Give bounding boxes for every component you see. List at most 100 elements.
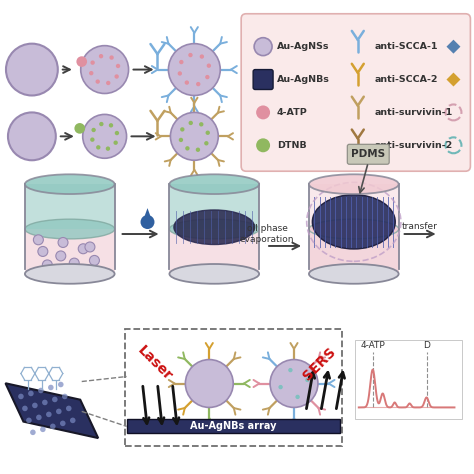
Text: anti-survivin-2: anti-survivin-2 (375, 141, 453, 150)
Polygon shape (447, 73, 460, 87)
Circle shape (40, 427, 46, 432)
Polygon shape (309, 184, 399, 274)
Circle shape (28, 391, 34, 396)
Circle shape (109, 55, 114, 60)
Ellipse shape (309, 264, 399, 284)
Circle shape (305, 378, 310, 382)
Circle shape (171, 112, 218, 160)
Circle shape (26, 418, 32, 423)
Ellipse shape (25, 219, 115, 239)
Circle shape (56, 409, 62, 414)
Circle shape (189, 121, 193, 125)
Ellipse shape (25, 174, 115, 194)
Circle shape (288, 368, 292, 372)
Circle shape (256, 138, 270, 152)
Circle shape (188, 53, 192, 57)
Text: anti-SCCA-2: anti-SCCA-2 (375, 75, 438, 84)
Circle shape (113, 140, 118, 145)
Circle shape (33, 235, 43, 245)
Polygon shape (169, 184, 259, 229)
Circle shape (60, 420, 65, 426)
Circle shape (96, 79, 100, 84)
Circle shape (22, 406, 27, 411)
Circle shape (179, 138, 183, 142)
Polygon shape (6, 383, 98, 438)
Circle shape (270, 360, 318, 408)
Circle shape (81, 46, 128, 93)
Circle shape (62, 394, 68, 399)
FancyBboxPatch shape (127, 419, 340, 433)
Circle shape (50, 424, 55, 429)
Text: 4-ATP: 4-ATP (360, 341, 385, 350)
Polygon shape (447, 40, 460, 54)
Text: transfer: transfer (401, 221, 438, 230)
Circle shape (85, 242, 95, 252)
Circle shape (179, 60, 183, 64)
Text: PDMS: PDMS (351, 149, 385, 159)
Circle shape (58, 382, 64, 387)
Polygon shape (309, 229, 399, 274)
Circle shape (90, 137, 94, 142)
Circle shape (96, 145, 100, 150)
FancyBboxPatch shape (253, 70, 273, 90)
Circle shape (109, 123, 113, 128)
Ellipse shape (169, 219, 259, 239)
Text: SERS: SERS (300, 345, 338, 383)
Circle shape (56, 251, 66, 261)
Ellipse shape (309, 174, 399, 194)
FancyBboxPatch shape (241, 14, 470, 171)
Circle shape (295, 395, 300, 399)
Text: Laser: Laser (134, 344, 174, 384)
Circle shape (185, 81, 189, 85)
Circle shape (52, 397, 58, 402)
Circle shape (8, 112, 56, 160)
Circle shape (204, 141, 209, 146)
Circle shape (66, 406, 72, 411)
Ellipse shape (312, 195, 395, 249)
Ellipse shape (174, 210, 255, 245)
Polygon shape (25, 229, 115, 274)
Circle shape (199, 122, 203, 127)
Circle shape (91, 61, 95, 65)
Text: DTNB: DTNB (277, 141, 307, 150)
Circle shape (114, 74, 119, 79)
Circle shape (42, 260, 52, 270)
Text: D: D (423, 341, 430, 350)
Circle shape (30, 429, 36, 435)
Circle shape (178, 71, 182, 76)
Circle shape (69, 258, 79, 268)
FancyBboxPatch shape (347, 144, 389, 164)
Circle shape (38, 246, 48, 256)
Circle shape (6, 44, 58, 95)
Circle shape (58, 237, 68, 247)
Circle shape (207, 64, 211, 68)
Ellipse shape (25, 264, 115, 284)
Circle shape (256, 105, 270, 119)
Circle shape (99, 54, 103, 58)
Circle shape (70, 418, 75, 423)
Text: Au-AgNSs: Au-AgNSs (277, 42, 329, 51)
Text: Au-AgNBs: Au-AgNBs (277, 75, 330, 84)
Circle shape (196, 147, 200, 152)
Circle shape (168, 44, 220, 95)
Text: Au-AgNBs array: Au-AgNBs array (190, 421, 276, 431)
Circle shape (140, 215, 155, 229)
Circle shape (18, 394, 24, 399)
Circle shape (90, 255, 100, 265)
Circle shape (106, 146, 110, 151)
Circle shape (99, 122, 103, 126)
Circle shape (116, 64, 120, 68)
Polygon shape (25, 184, 115, 229)
Circle shape (32, 402, 37, 408)
Ellipse shape (169, 174, 259, 194)
Circle shape (46, 411, 52, 417)
Circle shape (205, 75, 210, 79)
Circle shape (91, 128, 96, 132)
FancyBboxPatch shape (355, 340, 463, 419)
Circle shape (89, 71, 93, 75)
Circle shape (206, 130, 210, 135)
Circle shape (77, 57, 86, 66)
Text: anti-survivin-1: anti-survivin-1 (375, 108, 453, 117)
Circle shape (42, 400, 48, 405)
Circle shape (78, 244, 88, 254)
